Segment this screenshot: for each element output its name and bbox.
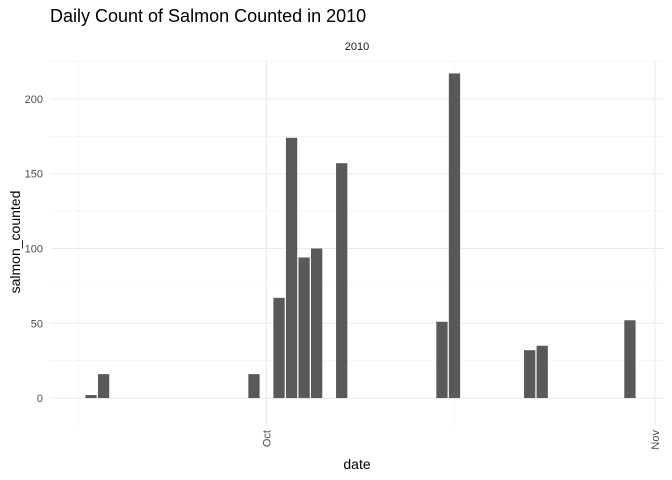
chart-title: Daily Count of Salmon Counted in 2010	[50, 6, 367, 26]
bar	[536, 345, 548, 399]
bar	[285, 137, 298, 399]
bar-layer	[85, 73, 636, 399]
x-axis-title: date	[343, 456, 370, 472]
grid-layer	[50, 60, 664, 425]
bar	[85, 395, 97, 399]
y-tick-label: 150	[25, 169, 43, 181]
bar	[310, 248, 323, 399]
y-tick-label: 100	[25, 243, 43, 255]
y-tick-label: 0	[37, 393, 43, 405]
bar	[248, 374, 260, 399]
facet-strip-label: 2010	[345, 41, 369, 53]
bar	[436, 321, 448, 399]
bar	[624, 320, 636, 399]
bar	[298, 257, 310, 399]
y-tick-label: 200	[25, 94, 43, 106]
bar	[336, 163, 348, 399]
bar	[448, 73, 461, 399]
bar	[524, 350, 536, 399]
x-tick-label: Oct	[262, 430, 274, 447]
y-tick-label: 50	[31, 318, 43, 330]
tick-layer: 0 50 100 150 200 Oct Nov	[25, 94, 662, 450]
bar	[273, 297, 285, 399]
bar	[97, 374, 110, 399]
y-axis-title: salmon_counted	[7, 191, 23, 294]
x-tick-label: Nov	[650, 430, 662, 450]
